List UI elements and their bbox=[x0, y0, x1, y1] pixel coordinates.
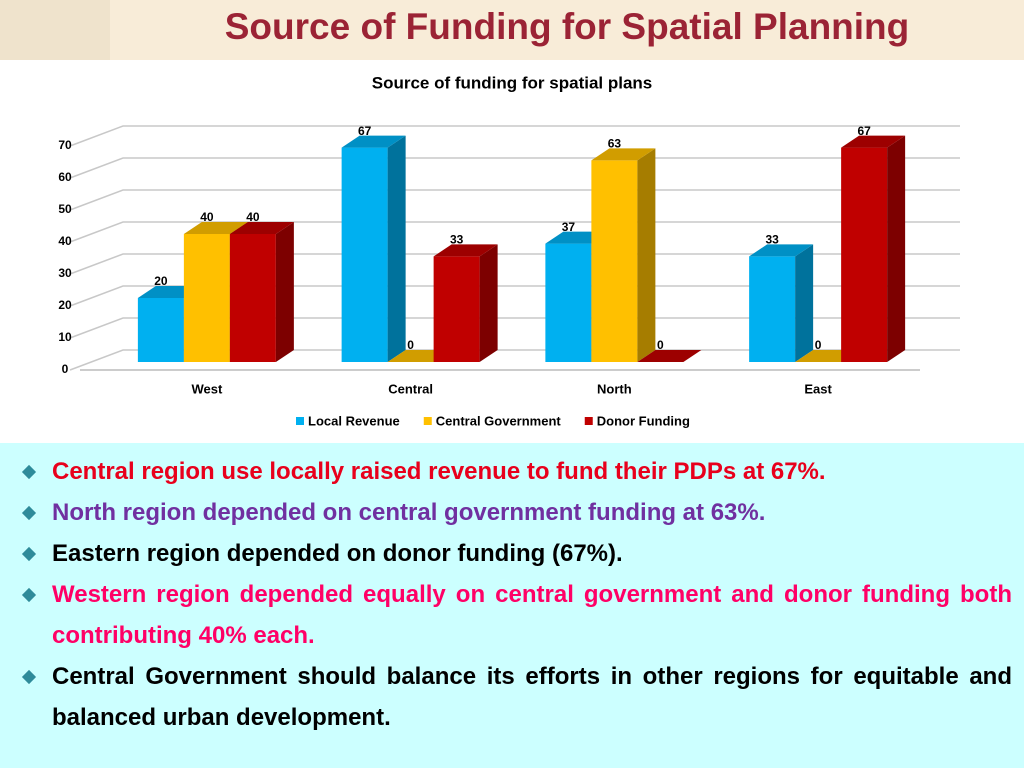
y-tick-label: 50 bbox=[58, 202, 72, 216]
grid-line bbox=[69, 221, 960, 243]
data-label: 0 bbox=[407, 338, 414, 352]
bar-top bbox=[637, 350, 702, 362]
chart: Source of funding for spatial plans 0 10 2… bbox=[58, 73, 960, 428]
y-tick-label: 40 bbox=[58, 234, 72, 248]
x-tick-label: East bbox=[804, 381, 832, 396]
bar bbox=[433, 256, 480, 362]
bullet-marker bbox=[21, 464, 37, 480]
bar-side bbox=[275, 222, 294, 362]
y-tick-label: 10 bbox=[58, 330, 72, 344]
legend-label: Central Government bbox=[436, 413, 562, 428]
slide-title: Source of Funding for Spatial Planning bbox=[224, 6, 910, 47]
legend-swatch bbox=[584, 417, 593, 425]
grid-line bbox=[69, 285, 960, 307]
bullet-text: Central Government should balance its ef… bbox=[52, 663, 1012, 731]
bar-top bbox=[749, 244, 814, 257]
y-tick-label: 60 bbox=[58, 170, 72, 184]
data-label: 20 bbox=[154, 274, 168, 288]
bar bbox=[749, 256, 796, 362]
bar-top bbox=[183, 222, 248, 234]
x-tick-label: North bbox=[597, 381, 632, 396]
bar bbox=[341, 147, 388, 362]
bullet: Central Government should balance its ef… bbox=[21, 656, 1012, 738]
data-label: 0 bbox=[815, 338, 822, 352]
grid-line bbox=[69, 189, 960, 211]
bullet-marker bbox=[21, 505, 37, 521]
legend-label: Donor Funding bbox=[597, 413, 690, 428]
bullet-text: Western region depended equally on centr… bbox=[52, 581, 1012, 649]
bar-top bbox=[341, 135, 406, 148]
data-label: 33 bbox=[765, 233, 779, 247]
grid-line bbox=[69, 317, 960, 339]
bullet: North region depended on central governm… bbox=[21, 492, 1012, 533]
y-tick-label: 70 bbox=[58, 138, 72, 152]
bar-side bbox=[795, 244, 814, 362]
chart-title: Source of funding for spatial plans bbox=[372, 73, 653, 92]
data-label: 67 bbox=[358, 124, 372, 138]
x-tick-label: West bbox=[191, 381, 222, 396]
bar-top bbox=[591, 148, 656, 161]
bar-top bbox=[841, 135, 906, 148]
data-label: 33 bbox=[450, 233, 464, 247]
y-tick-label: 30 bbox=[58, 266, 72, 280]
bar-top bbox=[433, 244, 498, 257]
bullet-text: Central region use locally raised revenu… bbox=[52, 458, 826, 485]
bar bbox=[591, 160, 638, 362]
bullet-text: Eastern region depended on donor funding… bbox=[52, 540, 623, 567]
bullet-marker bbox=[21, 587, 37, 603]
bar-side bbox=[637, 148, 656, 362]
data-label: 40 bbox=[246, 210, 260, 224]
bar bbox=[137, 298, 184, 362]
legend-swatch bbox=[423, 417, 432, 425]
bar bbox=[545, 243, 592, 362]
legend-swatch bbox=[296, 417, 304, 425]
y-tick-label: 0 bbox=[62, 362, 69, 376]
bar bbox=[183, 234, 230, 362]
bullet-marker bbox=[21, 546, 37, 562]
bullet: Eastern region depended on donor funding… bbox=[21, 533, 1012, 574]
bullet-text: North region depended on central governm… bbox=[52, 499, 766, 526]
data-label: 63 bbox=[608, 137, 622, 151]
bar-side bbox=[479, 244, 498, 362]
text-panel: Central region use locally raised revenu… bbox=[0, 443, 1024, 768]
bar-side bbox=[387, 135, 406, 362]
bullet-marker bbox=[21, 669, 37, 685]
header: Source of Funding for Spatial Planning bbox=[0, 0, 1024, 60]
bar bbox=[229, 234, 276, 362]
grid-line bbox=[69, 125, 960, 147]
bullet-list: Central region use locally raised revenu… bbox=[0, 443, 1024, 738]
data-label: 37 bbox=[562, 220, 576, 234]
bar bbox=[841, 147, 888, 362]
bullet: Central region use locally raised revenu… bbox=[21, 451, 1012, 492]
legend-label: Local Revenue bbox=[308, 413, 400, 428]
data-label: 40 bbox=[200, 210, 214, 224]
x-tick-label: Central bbox=[388, 381, 433, 396]
y-tick-label: 20 bbox=[58, 298, 72, 312]
bar-top bbox=[229, 222, 294, 234]
bullet: Western region depended equally on centr… bbox=[21, 574, 1012, 656]
data-label: 67 bbox=[857, 124, 871, 138]
grid-line bbox=[69, 253, 960, 275]
header-decoration bbox=[0, 0, 110, 60]
grid-line bbox=[69, 157, 960, 179]
data-label: 0 bbox=[657, 338, 664, 352]
bar-side bbox=[887, 135, 906, 362]
